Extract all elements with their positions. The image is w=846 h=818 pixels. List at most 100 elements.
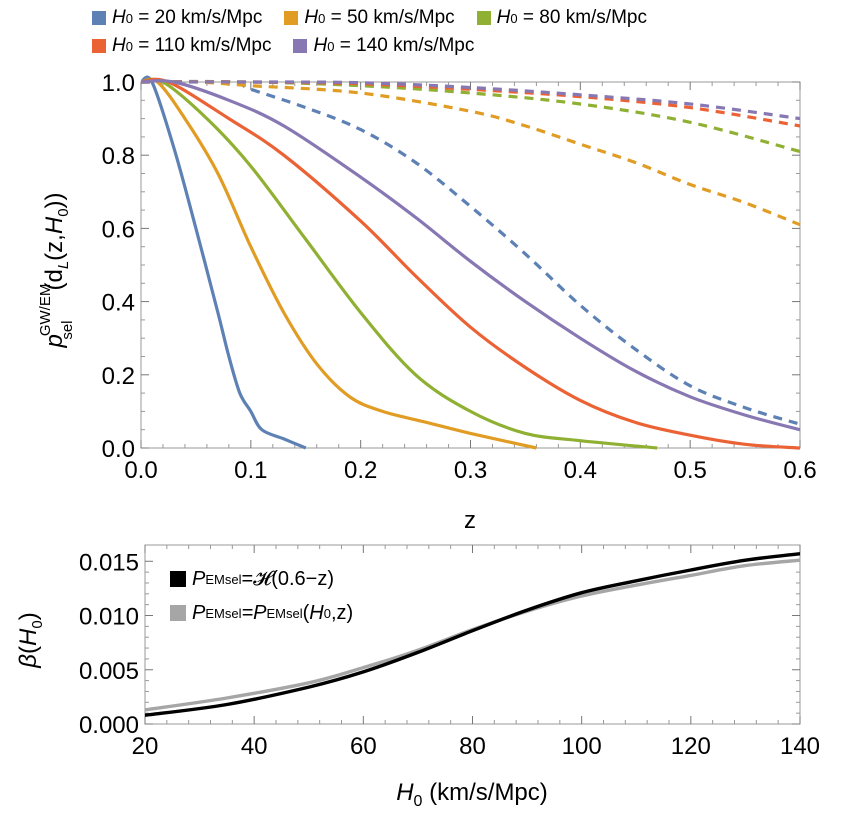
- legend-rhs-paren: (: [302, 601, 310, 624]
- legend-subscript: 0: [510, 10, 518, 26]
- series-line-h0-140-dashed-em: [140, 80, 801, 121]
- y-title-sup: GW/EM: [37, 284, 54, 337]
- y-tick-label: 0.6: [102, 216, 135, 243]
- x-tick-label: 80: [459, 733, 486, 760]
- legend-P: P: [192, 567, 206, 590]
- legend-P: P: [192, 601, 206, 624]
- bottom-ticks: [144, 545, 801, 725]
- series-line-h0-50-dashed-em: [140, 80, 801, 227]
- y-tick-label: 0.4: [102, 290, 135, 317]
- legend-rhs: =𝓗(0.6−z): [241, 567, 334, 590]
- series-line-h0-110-dashed-em: [140, 80, 801, 128]
- y-title-part: )): [41, 192, 68, 208]
- legend-swatch-orange: [284, 11, 299, 25]
- legend-swatch-gray: [170, 605, 186, 621]
- y-tick-label: 0.0: [102, 436, 135, 463]
- top-ytick-labels: 0.0 0.2 0.4 0.6 0.8 1.0: [102, 70, 135, 463]
- y-tick-label: 0.2: [102, 363, 135, 390]
- y-title-0: 0: [55, 208, 72, 216]
- x-tick-label: 140: [780, 733, 820, 760]
- series-line-h0-110-solid-gw: [140, 77, 801, 450]
- legend-rhs-P: =P: [241, 601, 267, 624]
- y-tick-label: 0.005: [79, 658, 139, 685]
- x-tick-label: 20: [132, 733, 159, 760]
- x-tick-label: 0.2: [344, 457, 377, 484]
- legend-sup: EM: [205, 571, 225, 587]
- bottom-legend: P EM sel =𝓗(0.6−z) P EM sel =P EM sel(H 0 ,z): [170, 562, 353, 630]
- y-tick-label: 1.0: [102, 70, 135, 97]
- y-tick-label: 0.010: [79, 604, 139, 631]
- series-line-h0-140-solid-gw: [140, 79, 801, 432]
- legend-symbol: H: [313, 35, 328, 56]
- legend-swatch-red: [92, 39, 106, 53]
- series-line-h0-20-dashed-em: [140, 79, 801, 426]
- x-tick-label: 100: [562, 733, 602, 760]
- bottom-y-axis-title: β(H0): [15, 612, 46, 668]
- legend-swatch-purple: [293, 39, 308, 53]
- y-title-beta: β: [15, 654, 42, 669]
- x-tick-label: 60: [350, 733, 377, 760]
- legend-rhs-H: H: [309, 601, 324, 624]
- bottom-plot: 20 40 60 80 100 120 140 0.000 0.005 0.010 0.015 H…: [15, 544, 820, 810]
- x-tick-label: 40: [241, 733, 268, 760]
- y-title-part: (z,: [41, 234, 68, 261]
- x-tick-label: 120: [671, 733, 711, 760]
- x-title-H: H: [396, 779, 414, 806]
- series-line-p-em-sel-h-0-6-z: [144, 552, 801, 717]
- x-title-0: 0: [414, 793, 423, 810]
- legend-rhs-sup: EM: [266, 605, 287, 621]
- y-title-part: (d: [41, 269, 68, 290]
- legend-swatch-black: [170, 571, 186, 587]
- y-title-sub: sel: [59, 320, 76, 339]
- bottom-series: [144, 552, 801, 717]
- legend-swatch-green: [476, 11, 491, 25]
- y-title-0: 0: [29, 620, 46, 628]
- bottom-xtick-labels: 20 40 60 80 100 120 140: [132, 733, 820, 760]
- series-line-h0-50-solid-gw: [140, 77, 537, 450]
- legend-label: = 20 km/s/Mpc: [132, 7, 263, 28]
- legend-label: = 140 km/s/Mpc: [334, 35, 475, 56]
- legend-subscript: 0: [125, 38, 133, 54]
- y-tick-label: 0.8: [102, 143, 135, 170]
- legend-subscript: 0: [327, 38, 335, 54]
- x-tick-label: 0.1: [234, 457, 267, 484]
- y-tick-label: 0.015: [79, 549, 139, 576]
- y-title-H: H: [15, 628, 42, 646]
- legend-swatch-blue: [92, 11, 106, 25]
- legend-subscript: 0: [125, 10, 133, 26]
- legend-label: = 80 km/s/Mpc: [517, 7, 647, 28]
- bottom-x-axis-title: H0 (km/s/Mpc): [396, 779, 548, 810]
- x-tick-label: 0.3: [454, 457, 487, 484]
- legend-sup: EM: [205, 605, 225, 621]
- legend-symbol: H: [112, 35, 126, 56]
- legend-rhs-close: ,z): [330, 601, 354, 624]
- y-title-H: H: [41, 216, 68, 234]
- series-line-h0-80-solid-gw: [140, 77, 658, 450]
- legend-rhs-H-sub: 0: [323, 605, 331, 621]
- legend-sub: sel: [224, 605, 242, 621]
- legend-symbol: H: [112, 7, 126, 28]
- y-title-part: ): [15, 612, 42, 620]
- series-line-h0-20-solid-gw: [140, 75, 307, 450]
- y-title-p: p: [41, 334, 68, 348]
- bottom-ytick-labels: 0.000 0.005 0.010 0.015: [79, 549, 139, 739]
- top-plot: 0.0 0.1 0.2 0.3 0.4 0.5 0.6 0.0 0.2 0.4 0.6 0.8 1.0…: [37, 70, 817, 534]
- x-tick-label: 0.4: [564, 457, 597, 484]
- series-line-h0-80-dashed-em: [140, 80, 801, 154]
- x-tick-label: 0.6: [783, 457, 816, 484]
- top-xtick-labels: 0.0 0.1 0.2 0.3 0.4 0.5 0.6: [124, 457, 816, 484]
- legend-subscript: 0: [318, 10, 326, 26]
- x-tick-label: 0.5: [673, 457, 706, 484]
- legend-sub: sel: [224, 571, 242, 587]
- top-x-axis-title: z: [464, 507, 476, 534]
- y-title-part: (: [15, 646, 42, 654]
- legend-symbol: H: [496, 7, 511, 28]
